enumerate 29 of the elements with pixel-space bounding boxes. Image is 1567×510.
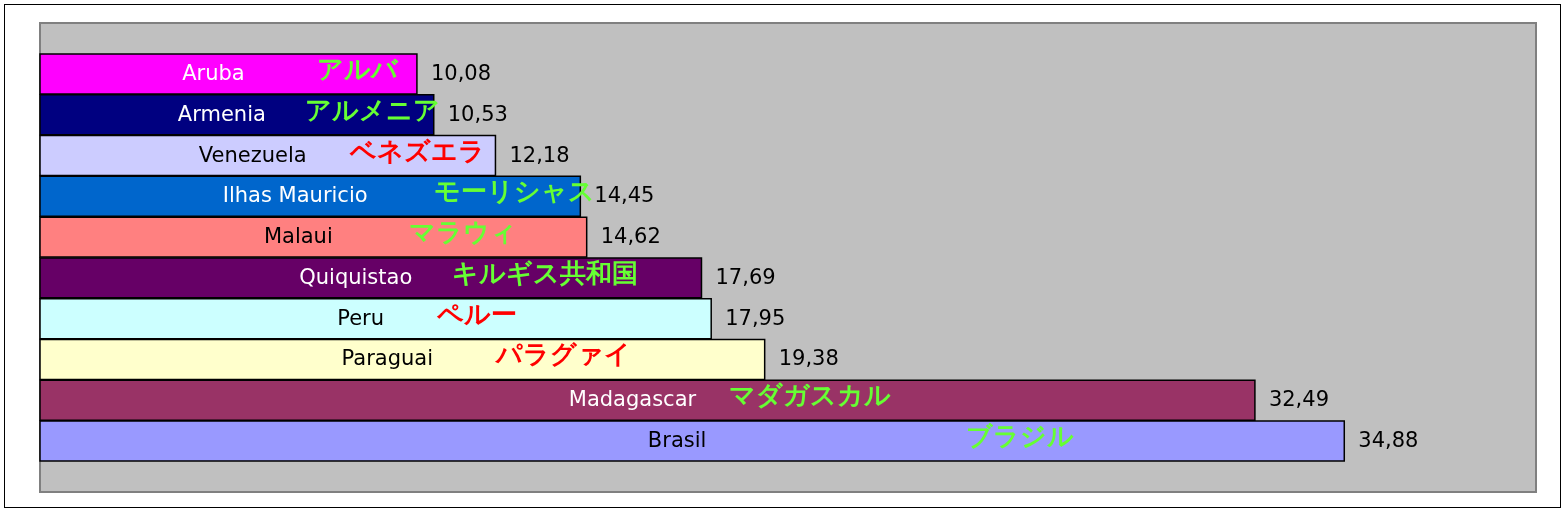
annotation: アルバ <box>317 53 400 84</box>
y-tick-label: Ilhas Mauricio <box>222 183 368 208</box>
data-label: 14,45 <box>594 183 655 208</box>
y-tick-label: Brasil <box>647 428 707 453</box>
annotation: マラウィ <box>408 217 517 248</box>
annotation: ベネズエラ <box>349 135 486 166</box>
annotation: モーリシャス <box>434 176 596 207</box>
annotation: ブラジル <box>965 421 1074 452</box>
data-label: 32,49 <box>1268 387 1330 412</box>
data-label: 34,88 <box>1358 428 1419 453</box>
y-tick-label: Armenia <box>177 101 266 126</box>
data-label: 17,95 <box>725 305 786 330</box>
y-tick-label: Paraguai <box>341 346 434 371</box>
y-tick-label: Madagascar <box>568 387 697 412</box>
data-label: 19,38 <box>778 346 839 371</box>
annotation: パラグァイ <box>494 339 631 370</box>
y-tick-label: Malaui <box>263 224 333 249</box>
annotation: マダガスカル <box>729 380 892 411</box>
annotation: キルギス共和国 <box>451 257 638 288</box>
y-tick-label: Peru <box>337 305 384 330</box>
data-label: 14,62 <box>600 224 661 249</box>
y-tick-label: Quiquistao <box>299 264 413 289</box>
data-label: 10,53 <box>447 101 508 126</box>
y-tick-label: Aruba <box>182 60 245 85</box>
data-label: 12,18 <box>509 142 570 167</box>
y-tick-label: Venezuela <box>198 142 307 167</box>
annotation: ペルー <box>436 298 518 329</box>
data-label: 17,69 <box>715 264 776 289</box>
data-label: 10,08 <box>430 60 492 85</box>
